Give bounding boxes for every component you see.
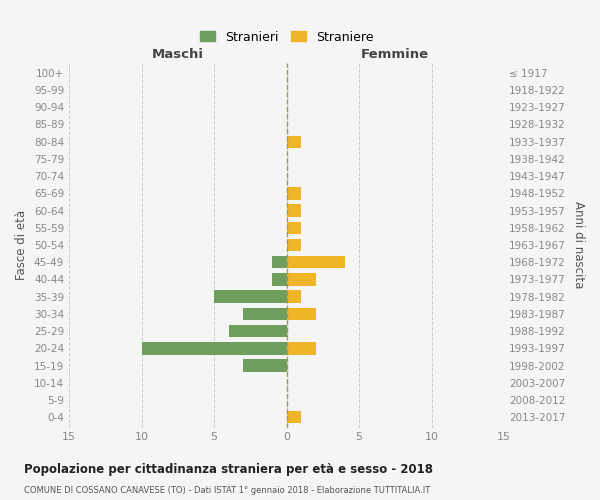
Bar	[243, 360, 287, 372]
Bar	[287, 273, 316, 285]
Bar	[287, 256, 344, 268]
Text: Maschi: Maschi	[152, 48, 204, 61]
Bar	[243, 308, 287, 320]
Bar	[287, 308, 316, 320]
Bar	[287, 239, 301, 251]
Bar	[287, 204, 301, 217]
Bar	[287, 411, 301, 424]
Text: Popolazione per cittadinanza straniera per età e sesso - 2018: Popolazione per cittadinanza straniera p…	[24, 462, 433, 475]
Bar	[287, 187, 301, 200]
Bar	[142, 342, 287, 354]
Bar	[287, 342, 316, 354]
Y-axis label: Fasce di età: Fasce di età	[16, 210, 28, 280]
Y-axis label: Anni di nascita: Anni di nascita	[572, 202, 585, 288]
Bar	[287, 136, 301, 148]
Bar	[287, 222, 301, 234]
Text: COMUNE DI COSSANO CANAVESE (TO) - Dati ISTAT 1° gennaio 2018 - Elaborazione TUTT: COMUNE DI COSSANO CANAVESE (TO) - Dati I…	[24, 486, 430, 495]
Bar	[272, 273, 287, 285]
Bar	[214, 290, 287, 303]
Bar	[287, 290, 301, 303]
Legend: Stranieri, Straniere: Stranieri, Straniere	[196, 27, 377, 48]
Bar	[229, 325, 287, 338]
Text: Femmine: Femmine	[361, 48, 430, 61]
Bar	[272, 256, 287, 268]
